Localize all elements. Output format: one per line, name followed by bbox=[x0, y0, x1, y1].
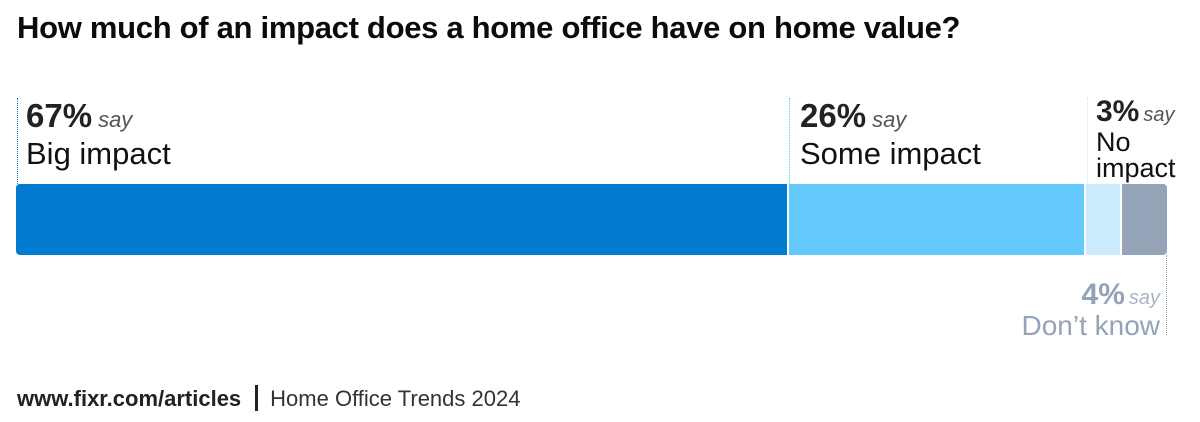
pct-some: 26% bbox=[800, 97, 867, 134]
guide-none bbox=[1087, 98, 1088, 184]
bar-big-impact bbox=[16, 184, 787, 255]
guide-dontknow bbox=[1166, 255, 1167, 335]
footer-source: Home Office Trends 2024 bbox=[270, 386, 521, 411]
pct-big: 67% bbox=[26, 97, 93, 134]
label-no-impact: 3% say No impact bbox=[1096, 95, 1176, 183]
say-some: say bbox=[872, 107, 907, 132]
bar-dont-know bbox=[1086, 184, 1120, 255]
label-dont-know: 4% say Don’t know bbox=[1021, 280, 1160, 340]
footer-url[interactable]: www.fixr.com/articles bbox=[17, 386, 242, 411]
say-big: say bbox=[98, 107, 133, 132]
cat-none-2: impact bbox=[1096, 153, 1176, 183]
label-big-impact: 67% say Big impact bbox=[26, 99, 171, 169]
bar-some-impact bbox=[789, 184, 1084, 255]
label-some-impact: 26% say Some impact bbox=[800, 99, 981, 169]
cat-big: Big impact bbox=[26, 136, 171, 171]
say-dontknow: say bbox=[1128, 287, 1160, 309]
guide-big bbox=[17, 98, 18, 184]
pct-none: 3% bbox=[1096, 95, 1140, 128]
cat-dontknow: Don’t know bbox=[1021, 310, 1160, 341]
say-none: say bbox=[1143, 104, 1175, 126]
bar-no-impact bbox=[1122, 184, 1167, 255]
footer: www.fixr.com/articles Home Office Trends … bbox=[17, 385, 520, 412]
cat-some: Some impact bbox=[800, 136, 981, 171]
chart-title: How much of an impact does a home office… bbox=[17, 10, 961, 45]
footer-separator bbox=[255, 385, 259, 411]
guide-some bbox=[789, 98, 790, 184]
cat-none-1: No bbox=[1096, 127, 1131, 157]
pct-dontknow: 4% bbox=[1081, 278, 1125, 311]
